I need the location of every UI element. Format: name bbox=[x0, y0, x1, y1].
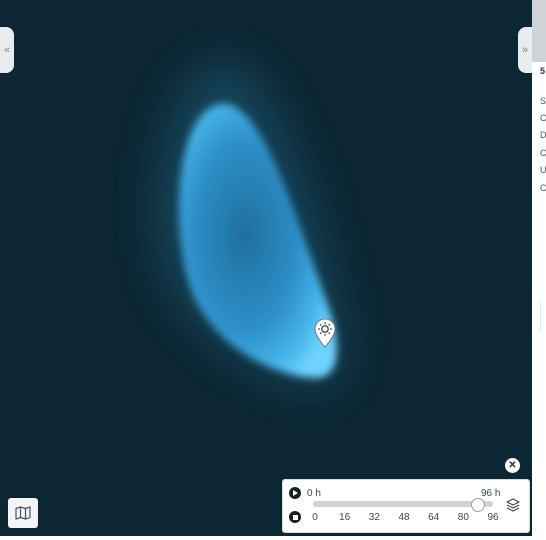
close-icon[interactable]: ✕ bbox=[505, 458, 520, 473]
side-panel-line: C bbox=[540, 183, 546, 193]
time-start-label: 0 h bbox=[307, 488, 321, 499]
time-tick-label: 32 bbox=[368, 512, 380, 523]
time-tick-label: 64 bbox=[428, 512, 440, 523]
time-tick-label: 48 bbox=[398, 512, 410, 523]
time-tick-label: 96 bbox=[487, 512, 499, 523]
map-view[interactable]: « » ✕ bbox=[0, 0, 532, 536]
sun-pin-icon[interactable] bbox=[314, 318, 336, 348]
stop-icon[interactable] bbox=[289, 511, 301, 523]
collapse-left-button[interactable]: « bbox=[0, 27, 14, 73]
map-icon bbox=[15, 506, 31, 520]
layers-icon[interactable] bbox=[506, 498, 520, 512]
expand-right-button[interactable]: » bbox=[518, 27, 532, 73]
time-slider-thumb[interactable] bbox=[471, 498, 485, 512]
side-panel-line: C bbox=[540, 113, 546, 123]
time-slider-track[interactable] bbox=[313, 498, 493, 512]
side-panel-line: U bbox=[540, 165, 546, 175]
side-panel-line: C bbox=[540, 148, 546, 158]
time-tick-label: 0 bbox=[312, 512, 318, 523]
time-tick-label: 80 bbox=[457, 512, 469, 523]
side-panel-title: 5 bbox=[540, 66, 546, 76]
time-tick-labels: 0 16 32 48 64 80 96 bbox=[283, 512, 513, 526]
time-end-label: 96 h bbox=[481, 488, 501, 499]
dispersion-plume bbox=[155, 61, 345, 389]
map-type-button[interactable] bbox=[8, 498, 38, 528]
side-panel-line: S bbox=[540, 96, 546, 106]
side-panel-line: D bbox=[540, 130, 546, 140]
side-panel-divider bbox=[540, 302, 546, 332]
time-tick-label: 16 bbox=[339, 512, 351, 523]
play-icon[interactable] bbox=[289, 487, 301, 499]
side-panel-scrollbar[interactable] bbox=[532, 0, 546, 62]
time-control-panel: 0 h 96 h 0 16 32 48 64 80 96 bbox=[282, 479, 530, 533]
plume-body bbox=[179, 103, 337, 378]
side-panel bbox=[532, 0, 546, 540]
